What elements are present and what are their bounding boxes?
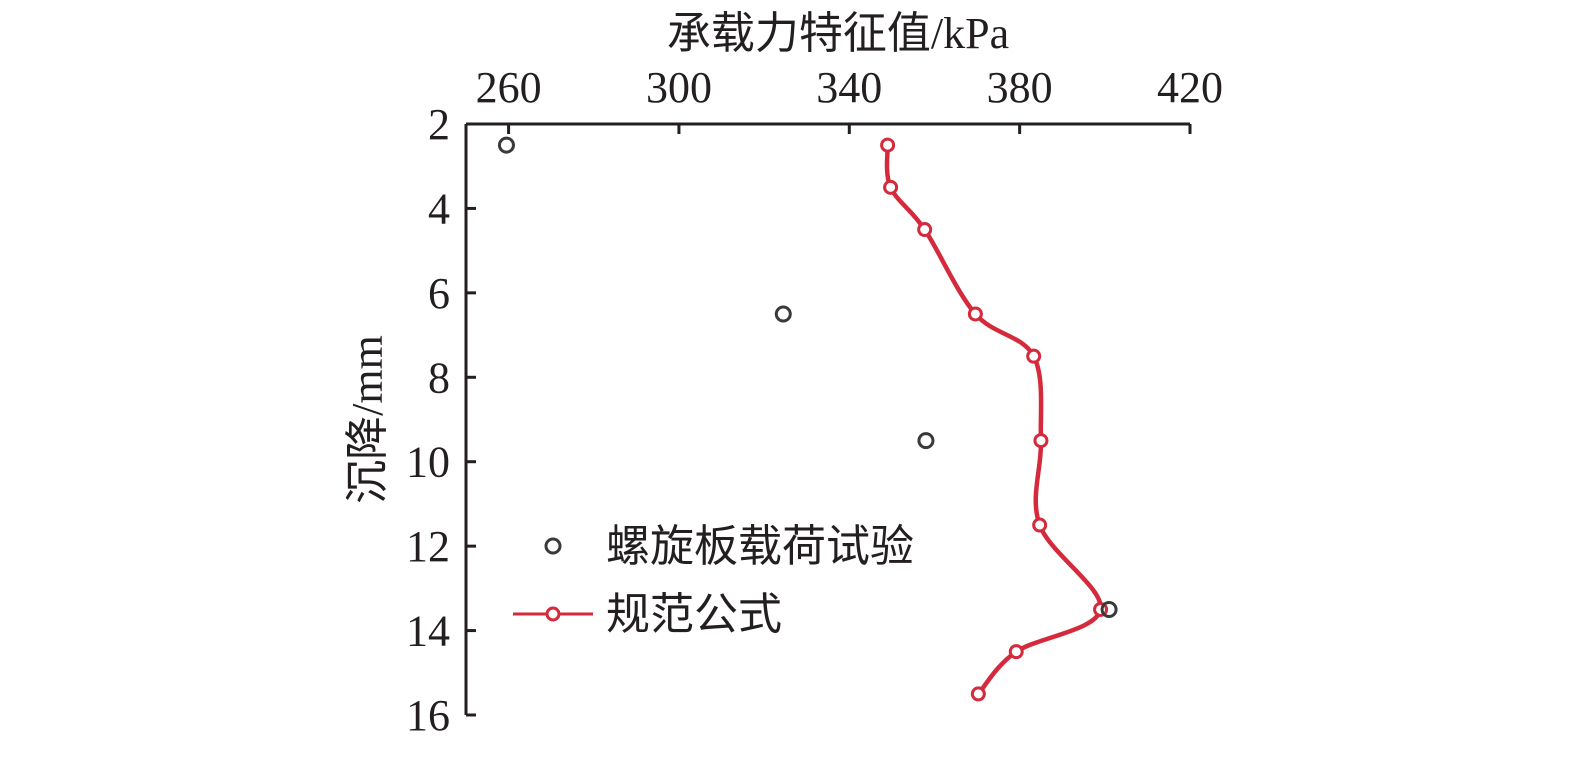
- y-tick-label: 10: [406, 438, 450, 487]
- formula-point: [880, 137, 896, 153]
- formula-point: [917, 222, 933, 238]
- y-tick-label: 8: [428, 353, 450, 402]
- y-tick-label: 6: [428, 269, 450, 318]
- formula-point: [1026, 348, 1042, 364]
- x-tick-label: 340: [816, 63, 882, 112]
- legend-label-experiment: 螺旋板载荷试验: [606, 522, 914, 571]
- formula-point: [1033, 433, 1049, 449]
- y-tick-label: 4: [428, 184, 450, 233]
- legend: 螺旋板载荷试验 规范公式: [513, 522, 914, 639]
- x-tick-label: 420: [1157, 63, 1223, 112]
- formula-series-line: [884, 142, 1103, 697]
- formula-point: [1008, 644, 1024, 660]
- y-tick-label: 16: [406, 691, 450, 740]
- y-tick-label: 14: [406, 607, 450, 656]
- legend-marker-experiment: [544, 537, 562, 555]
- y-tick-label: 2: [428, 100, 450, 149]
- experiment-point: [1100, 600, 1118, 618]
- x-tick-label: 380: [987, 63, 1053, 112]
- ticks: 260 300 340 380 420 2 4 6 8 10 12 14 16: [406, 63, 1223, 740]
- legend-marker-formula: [545, 606, 561, 622]
- x-axis-title: 承载力特征值/kPa: [667, 9, 1009, 58]
- experiment-point: [497, 136, 515, 154]
- formula-point: [967, 306, 983, 322]
- x-tick-label: 300: [646, 63, 712, 112]
- experiment-point: [774, 305, 792, 323]
- plot-series: [497, 136, 1118, 702]
- formula-point: [883, 179, 899, 195]
- formula-point: [1032, 517, 1048, 533]
- formula-point: [970, 686, 986, 702]
- y-tick-label: 12: [406, 522, 450, 571]
- axes: [464, 122, 1190, 715]
- x-tick-label: 260: [476, 63, 542, 112]
- y-axis-title: 沉降/mm: [343, 335, 392, 504]
- legend-label-formula: 规范公式: [606, 590, 782, 639]
- experiment-point: [917, 432, 935, 450]
